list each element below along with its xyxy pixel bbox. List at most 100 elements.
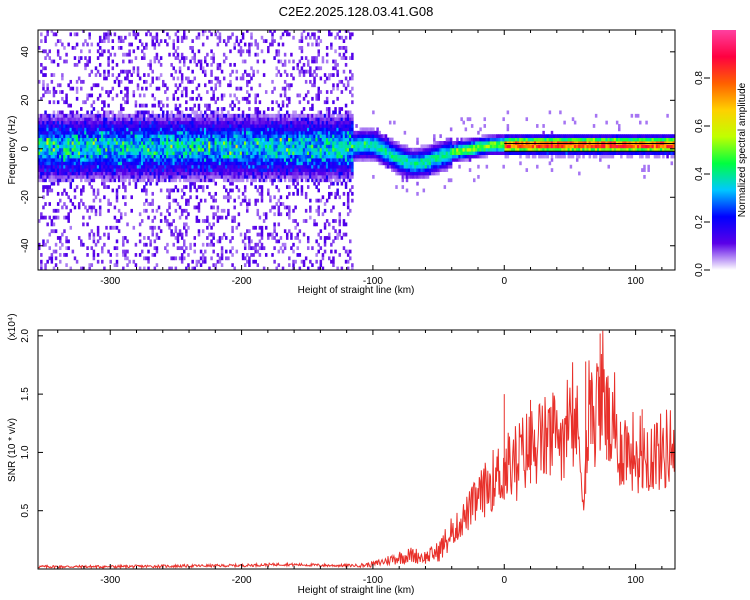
heatmap-cell xyxy=(229,113,232,118)
heatmap-cell xyxy=(294,171,297,176)
heatmap-cell xyxy=(281,202,285,206)
heatmap-cell xyxy=(330,259,333,264)
heatmap-cell xyxy=(128,59,131,64)
heatmap-cell xyxy=(214,124,218,128)
heatmap-cell xyxy=(147,215,150,220)
heatmap-cell xyxy=(285,103,289,108)
heatmap-cell xyxy=(161,127,165,132)
heatmap-cell xyxy=(206,113,209,118)
heatmap-cell xyxy=(191,49,194,54)
heatmap-cell xyxy=(109,134,112,139)
heatmap-cell xyxy=(214,117,218,122)
heatmap-cell xyxy=(80,191,83,196)
heatmap-cell xyxy=(185,202,188,206)
heatmap-cell xyxy=(176,86,180,91)
heatmap-cell xyxy=(180,130,184,135)
heatmap-cell xyxy=(48,127,52,132)
heatmap-cell xyxy=(239,130,243,135)
heatmap-cell xyxy=(309,73,312,77)
heatmap-cell xyxy=(332,263,335,267)
heatmap-cell xyxy=(254,127,257,132)
heatmap-cell xyxy=(183,134,186,139)
heatmap-cell xyxy=(344,30,348,33)
heatmap-cell xyxy=(292,164,295,169)
heatmap-cell xyxy=(143,154,146,159)
heatmap-cell xyxy=(204,144,207,149)
heatmap-cell xyxy=(298,127,302,132)
heatmap-cell xyxy=(311,168,314,172)
heatmap-cell xyxy=(330,42,333,47)
heatmap-cell xyxy=(262,158,266,162)
heatmap-cell xyxy=(178,137,182,142)
heatmap-cell xyxy=(349,124,352,128)
heatmap-cell xyxy=(290,137,293,142)
heatmap-cell xyxy=(111,59,115,64)
heatmap-cell xyxy=(107,110,110,115)
heatmap-cell xyxy=(218,168,222,172)
heatmap-cell xyxy=(374,141,377,145)
heatmap-cell xyxy=(132,144,136,149)
heatmap-cell xyxy=(38,171,41,176)
heatmap-cell xyxy=(38,168,41,172)
heatmap-cell xyxy=(111,137,115,142)
heatmap-cell xyxy=(342,154,346,159)
heatmap-cell xyxy=(349,178,352,183)
heatmap-cell xyxy=(92,120,96,125)
heatmap-cell xyxy=(84,147,87,152)
heatmap-cell xyxy=(367,130,371,135)
heatmap-cell xyxy=(197,158,201,162)
heatmap-cell xyxy=(183,185,186,189)
heatmap-cell xyxy=(44,263,47,267)
heatmap-cell xyxy=(180,79,184,84)
heatmap-cell xyxy=(243,246,247,251)
heatmap-cell xyxy=(300,178,304,183)
heatmap-cell xyxy=(365,158,369,162)
heatmap-cell xyxy=(304,161,308,166)
heatmap-cell xyxy=(334,66,337,71)
heatmap-cell xyxy=(222,171,226,176)
heatmap-cell xyxy=(67,161,70,166)
heatmap-cell xyxy=(161,79,165,84)
heatmap-cell xyxy=(300,46,304,50)
heatmap-cell xyxy=(159,120,163,125)
heatmap-cell xyxy=(147,202,150,206)
heatmap-cell xyxy=(128,52,131,57)
heatmap-cell xyxy=(166,208,169,213)
heatmap-cell xyxy=(80,171,83,176)
heatmap-cell xyxy=(46,120,49,125)
heatmap-cell xyxy=(166,137,169,142)
heatmap-cell xyxy=(336,151,339,155)
heatmap-cell xyxy=(168,191,171,196)
heatmap-cell xyxy=(44,35,47,40)
heatmap-cell xyxy=(338,147,342,152)
heatmap-cell xyxy=(296,124,299,128)
heatmap-cell xyxy=(285,158,289,162)
heatmap-cell xyxy=(189,113,192,118)
heatmap-cell xyxy=(130,141,133,145)
heatmap-cell xyxy=(384,144,388,149)
heatmap-cell xyxy=(84,174,87,179)
heatmap-cell xyxy=(241,120,245,125)
heatmap-cell xyxy=(222,158,226,162)
heatmap-cell xyxy=(321,151,325,155)
heatmap-cell xyxy=(61,164,64,169)
heatmap-cell xyxy=(346,178,350,183)
heatmap-cell xyxy=(117,83,121,88)
heatmap-cell xyxy=(88,32,91,37)
heatmap-cell xyxy=(65,263,68,267)
heatmap-cell xyxy=(225,195,228,200)
heatmap-cell xyxy=(233,117,236,122)
heatmap-cell xyxy=(279,154,283,159)
heatmap-cell xyxy=(153,147,157,152)
heatmap-cell xyxy=(143,168,146,172)
heatmap-cell xyxy=(166,222,169,227)
heatmap-cell xyxy=(378,158,381,162)
heatmap-cell xyxy=(325,158,329,162)
heatmap-cell xyxy=(153,253,157,257)
heatmap-cell xyxy=(183,164,186,169)
heatmap-cell xyxy=(174,130,178,135)
heatmap-cell xyxy=(225,236,228,240)
heatmap-cell xyxy=(206,185,209,189)
heatmap-cell xyxy=(75,164,79,169)
heatmap-cell xyxy=(92,113,96,118)
